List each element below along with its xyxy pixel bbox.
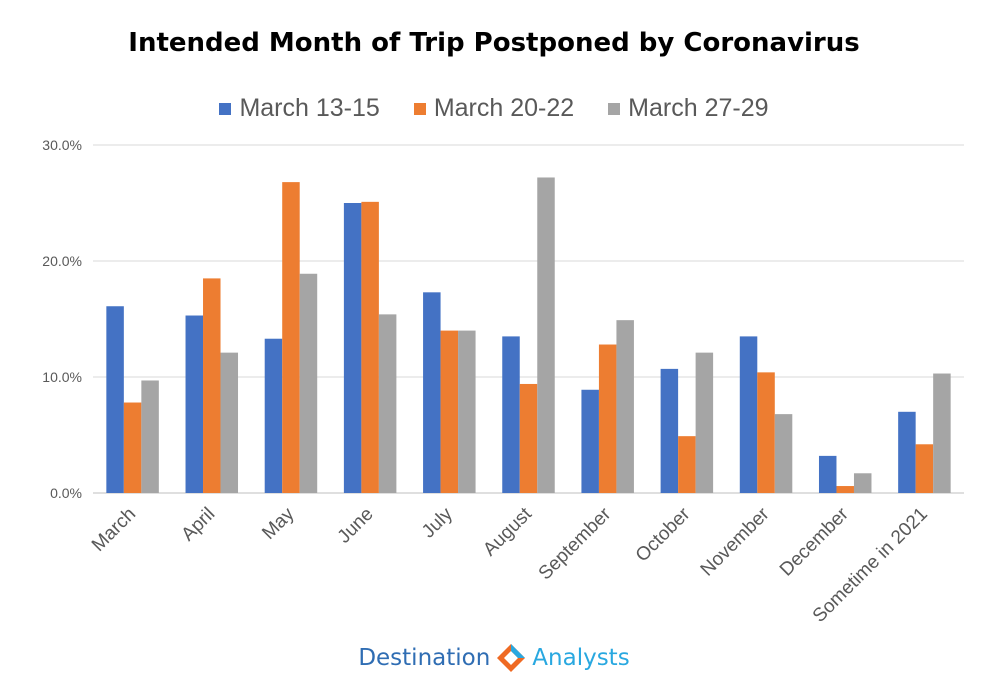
x-tick-label: July	[418, 503, 457, 542]
bar	[423, 292, 441, 493]
bar	[933, 373, 951, 493]
bar	[264, 338, 283, 493]
legend-item-3: March 27-29	[608, 94, 769, 123]
logo-text-right: Analysts	[532, 645, 630, 671]
bar	[836, 486, 854, 493]
bar	[660, 368, 679, 493]
x-tick-label: December	[776, 503, 853, 580]
x-tick-label: April	[178, 504, 220, 546]
x-tick-label: September	[535, 503, 616, 584]
bar	[616, 320, 634, 493]
x-tick-label: October	[632, 503, 695, 566]
y-tick-label: 30.0%	[42, 137, 82, 153]
legend-label-2: March 20-22	[433, 94, 575, 122]
legend-label-1: March 13-15	[239, 94, 380, 122]
bar	[378, 314, 397, 493]
legend-label-3: March 27-29	[628, 94, 769, 122]
x-tick-label: November	[697, 503, 774, 580]
chart-title: Intended Month of Trip Postponed by Coro…	[128, 28, 860, 58]
bar	[678, 436, 696, 493]
bar	[757, 372, 775, 493]
legend-swatch-2	[413, 102, 426, 115]
bar	[458, 330, 476, 493]
legend-swatch-1	[219, 102, 232, 115]
legend-swatch-3	[608, 102, 621, 115]
legend-item-1: March 13-15	[219, 94, 380, 123]
x-tick-label: May	[258, 503, 299, 544]
bar	[299, 273, 318, 493]
destination-analysts-logo: Destination Analysts	[0, 643, 988, 673]
diamond-logo-icon	[497, 644, 526, 672]
x-tick-label: June	[334, 504, 378, 548]
bar	[739, 336, 758, 493]
bar	[537, 177, 555, 494]
bar	[598, 344, 617, 493]
bar	[774, 414, 793, 493]
bar	[141, 380, 159, 493]
x-tick-label: March	[88, 504, 140, 556]
bar	[220, 352, 239, 493]
y-tick-label: 0.0%	[50, 485, 82, 501]
bar	[853, 473, 872, 493]
y-tick-label: 20.0%	[42, 253, 82, 269]
legend-item-2: March 20-22	[413, 94, 575, 123]
bar	[106, 306, 124, 493]
bar	[123, 402, 142, 493]
bar	[440, 330, 459, 493]
bar	[203, 278, 221, 493]
x-tick-label: August	[479, 503, 536, 560]
bar	[915, 444, 934, 493]
logo-text-left: Destination	[358, 645, 491, 671]
bar	[361, 201, 379, 493]
bar	[343, 203, 362, 493]
bar	[898, 411, 916, 493]
legend: March 13-15 March 20-22 March 27-29	[0, 94, 988, 123]
bar	[502, 336, 520, 493]
bar	[818, 455, 837, 493]
bar	[695, 352, 714, 493]
y-tick-label: 10.0%	[42, 369, 82, 385]
bar	[519, 383, 538, 493]
logo-diamond-accent	[511, 644, 526, 658]
bar	[282, 182, 300, 493]
bar	[185, 315, 204, 493]
bar	[581, 389, 599, 493]
